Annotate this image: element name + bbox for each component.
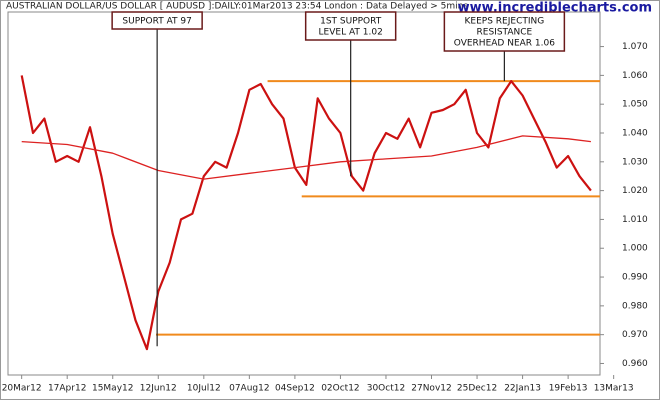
- y-tick-label: 0.980: [622, 301, 648, 311]
- annotation-text: RESISTANCE: [477, 28, 533, 38]
- annotation-box: [111, 11, 203, 30]
- y-tick-label: 1.000: [622, 244, 648, 254]
- x-tick-label: 25Dec12: [457, 384, 497, 394]
- y-tick-label: 1.040: [622, 129, 648, 139]
- annotation-text: 1ST SUPPORT: [320, 17, 382, 27]
- x-tick-label: 10Jul12: [187, 384, 221, 394]
- x-tick-label: 30Oct12: [367, 384, 405, 394]
- annotation-text: SUPPORT AT 97: [122, 17, 191, 27]
- chart-title: AUSTRALIAN DOLLAR/US DOLLAR [ AUDUSD ]:D…: [6, 2, 468, 12]
- x-tick-label: 20Mar12: [2, 384, 42, 394]
- x-tick-label: 27Nov12: [411, 384, 451, 394]
- x-tick-label: 12Jun12: [140, 384, 177, 394]
- y-tick-label: 1.030: [622, 157, 648, 167]
- y-tick-label: 1.060: [622, 71, 648, 81]
- y-tick-label: 0.990: [622, 273, 648, 283]
- price-line: [20, 75, 592, 351]
- y-tick-label: 1.050: [622, 100, 648, 110]
- x-tick-label: 02Oct12: [321, 384, 359, 394]
- y-tick-label: 1.070: [622, 42, 648, 52]
- x-tick-label: 07Aug12: [229, 384, 269, 394]
- annotation-text: KEEPS REJECTING: [465, 17, 545, 27]
- y-tick-label: 1.020: [622, 186, 648, 196]
- annotation-text: LEVEL AT 1.02: [319, 28, 383, 38]
- x-tick-label: 15May12: [92, 384, 134, 394]
- annotation-box: [443, 11, 566, 52]
- x-tick-label: 19Feb13: [549, 384, 588, 394]
- annotation-box: [304, 11, 397, 41]
- moving-average: [21, 135, 591, 180]
- annotation-text: OVERHEAD NEAR 1.06: [454, 39, 555, 49]
- y-tick-label: 0.970: [622, 330, 648, 340]
- x-tick-label: 04Sep12: [275, 384, 315, 394]
- y-tick-label: 0.960: [622, 359, 648, 369]
- plot-area: [7, 11, 601, 376]
- x-tick-label: 22Jan13: [504, 384, 541, 394]
- x-tick-label: 13Mar13: [594, 384, 634, 394]
- y-tick-label: 1.010: [622, 215, 648, 225]
- x-tick-label: 17Apr12: [48, 384, 86, 394]
